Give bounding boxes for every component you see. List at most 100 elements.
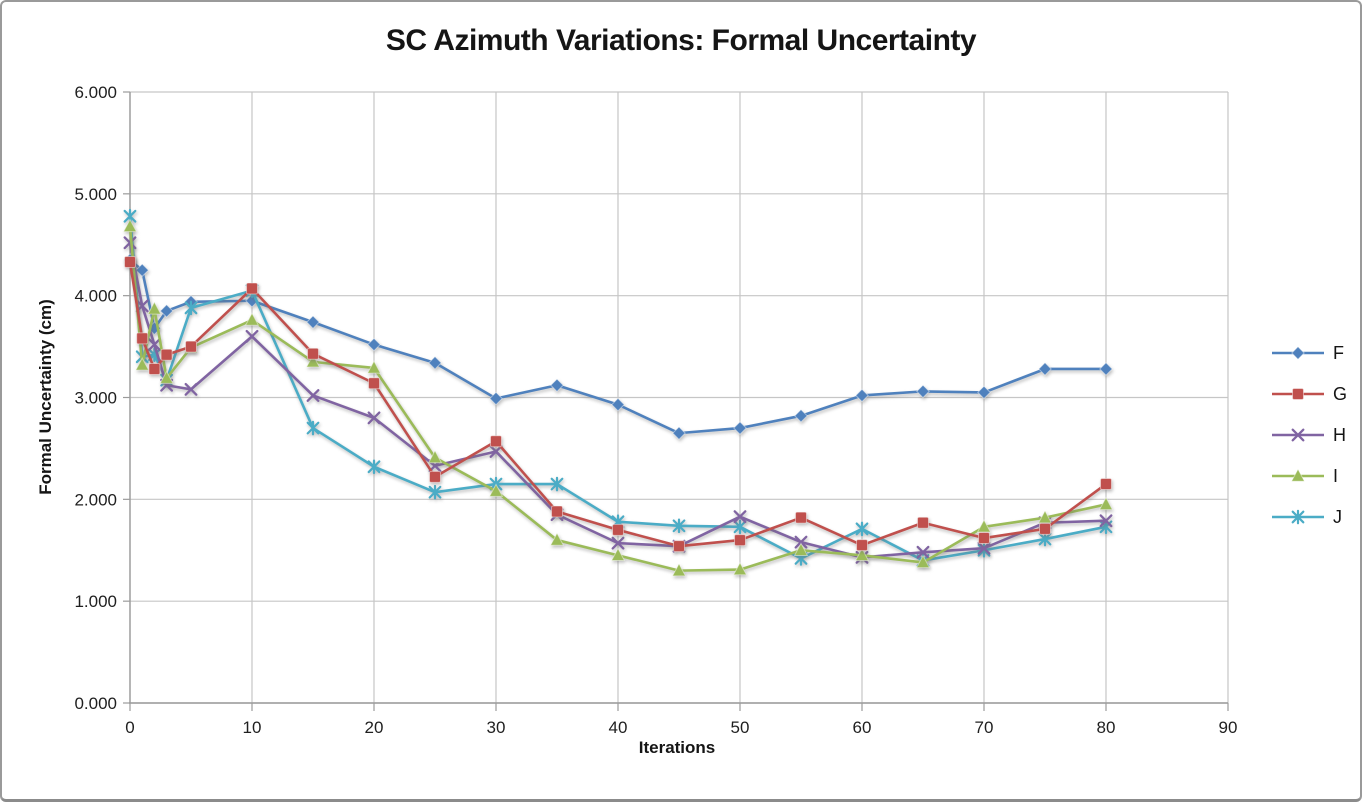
data-point-marker[interactable] [734, 534, 746, 547]
data-point-marker[interactable] [184, 382, 198, 396]
y-tick-label: 3.000 [74, 389, 117, 408]
data-point-marker[interactable] [795, 511, 807, 524]
data-point-marker[interactable] [1038, 531, 1052, 547]
data-point-marker[interactable] [794, 408, 808, 423]
data-point-marker[interactable] [916, 384, 930, 399]
series-G[interactable] [124, 256, 1112, 553]
data-point-marker[interactable] [917, 516, 929, 529]
y-axis-title[interactable]: Formal Uncertainty (cm) [36, 299, 55, 495]
data-point-marker[interactable] [672, 518, 686, 534]
data-point-marker[interactable] [368, 377, 380, 390]
data-point-marker[interactable] [306, 315, 320, 330]
data-point-marker[interactable] [732, 561, 748, 576]
data-point-marker[interactable] [306, 420, 320, 436]
data-point-marker[interactable] [124, 256, 136, 269]
data-point-marker[interactable] [367, 411, 381, 425]
legend-item-G[interactable]: G [1270, 384, 1347, 404]
data-point-marker[interactable] [1291, 346, 1305, 360]
legend-item-F[interactable]: F [1270, 343, 1347, 363]
data-point-marker[interactable] [1098, 496, 1114, 511]
data-point-marker[interactable] [159, 370, 174, 384]
data-point-marker[interactable] [978, 532, 990, 545]
x-axis-title[interactable]: Iterations [638, 738, 716, 757]
legend-item-J[interactable]: J [1270, 507, 1347, 527]
data-point-marker[interactable] [856, 539, 868, 552]
data-point-marker[interactable] [244, 312, 260, 326]
data-point-marker[interactable] [305, 353, 321, 368]
data-point-marker[interactable] [184, 300, 198, 316]
data-point-marker[interactable] [854, 547, 870, 562]
data-point-marker[interactable] [977, 385, 991, 400]
data-point-marker[interactable] [855, 521, 869, 537]
data-point-marker[interactable] [147, 301, 162, 315]
legend-item-I[interactable]: I [1270, 465, 1347, 486]
data-point-marker[interactable] [307, 347, 319, 360]
data-point-marker[interactable] [160, 348, 173, 361]
data-point-marker[interactable] [1038, 362, 1052, 376]
data-point-marker[interactable] [147, 338, 161, 351]
data-point-marker[interactable] [489, 445, 503, 458]
series-H-line[interactable] [128, 241, 1108, 559]
legend-marker-I-icon [1272, 468, 1324, 482]
data-point-marker[interactable] [159, 304, 174, 318]
data-point-marker[interactable] [611, 536, 625, 550]
data-point-marker[interactable] [673, 540, 685, 553]
x-tick-label: 70 [975, 718, 994, 737]
data-point-marker[interactable] [976, 518, 992, 533]
data-point-marker[interactable] [1039, 522, 1051, 535]
data-point-marker[interactable] [367, 337, 381, 352]
data-point-marker[interactable] [429, 470, 441, 483]
data-point-marker[interactable] [123, 236, 137, 250]
legend: F G H I J [1270, 343, 1347, 550]
data-point-marker[interactable] [551, 505, 563, 518]
legend-label-I: I [1333, 465, 1339, 486]
data-point-marker[interactable] [610, 547, 626, 562]
data-point-marker[interactable] [672, 426, 686, 441]
data-point-marker[interactable] [490, 435, 502, 448]
data-point-marker[interactable] [977, 541, 991, 555]
data-point-marker[interactable] [367, 459, 381, 475]
data-point-marker[interactable] [366, 360, 382, 374]
series-I-line[interactable] [128, 225, 1108, 572]
data-point-marker[interactable] [733, 510, 747, 524]
data-point-marker[interactable] [428, 355, 442, 370]
data-point-marker[interactable] [611, 397, 625, 412]
legend-item-H[interactable]: H [1270, 425, 1347, 445]
data-point-marker[interactable] [427, 449, 443, 464]
data-point-marker[interactable] [612, 523, 624, 536]
chart-title[interactable]: SC Azimuth Variations: Formal Uncertaint… [385, 24, 977, 57]
data-point-marker[interactable] [550, 378, 564, 393]
data-point-marker[interactable] [135, 263, 150, 278]
data-point-marker[interactable] [733, 519, 747, 535]
data-point-marker[interactable] [1099, 362, 1113, 376]
data-point-marker[interactable] [1290, 468, 1306, 482]
data-point-marker[interactable] [915, 554, 931, 569]
data-point-marker[interactable] [1292, 388, 1304, 400]
data-point-marker[interactable] [148, 362, 161, 375]
data-point-marker[interactable] [122, 218, 138, 233]
data-point-marker[interactable] [794, 535, 808, 549]
data-point-marker[interactable] [489, 391, 503, 406]
data-point-marker[interactable] [793, 542, 809, 556]
data-point-marker[interactable] [733, 421, 747, 435]
data-point-marker[interactable] [1291, 428, 1305, 442]
data-point-marker[interactable] [1037, 509, 1053, 524]
data-point-marker[interactable] [488, 483, 504, 497]
data-point-marker[interactable] [1291, 509, 1305, 525]
data-point-marker[interactable] [916, 545, 930, 559]
data-point-marker[interactable] [549, 532, 565, 546]
data-point-marker[interactable] [185, 340, 197, 353]
data-point-marker[interactable] [136, 332, 149, 345]
data-point-marker[interactable] [246, 282, 258, 295]
data-point-marker[interactable] [245, 329, 259, 343]
data-point-marker[interactable] [550, 476, 564, 492]
data-point-marker[interactable] [1100, 478, 1112, 491]
data-point-marker[interactable] [134, 357, 150, 371]
series-I[interactable] [122, 218, 1114, 577]
data-point-marker[interactable] [1099, 514, 1113, 528]
data-point-marker[interactable] [306, 389, 320, 402]
data-point-marker[interactable] [671, 562, 687, 577]
data-point-marker[interactable] [855, 388, 869, 403]
data-point-marker[interactable] [428, 484, 442, 500]
